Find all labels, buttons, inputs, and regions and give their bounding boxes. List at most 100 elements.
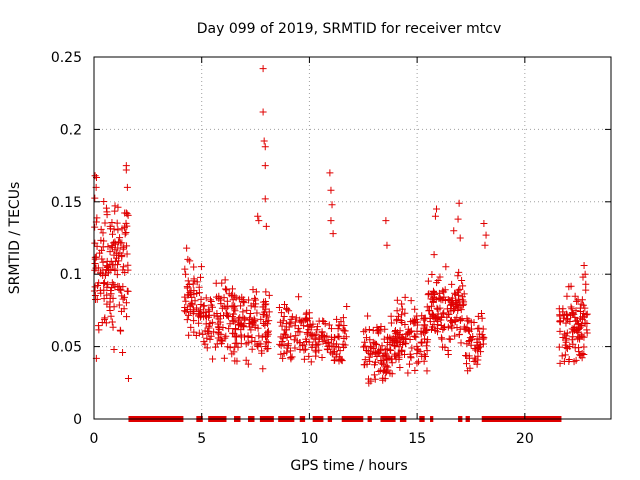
data-point [457, 306, 465, 314]
data-point [379, 352, 387, 360]
data-point [338, 357, 346, 365]
data-point [205, 308, 213, 316]
data-point [193, 289, 201, 297]
data-point [111, 246, 119, 254]
data-point [579, 273, 587, 281]
data-point [460, 298, 468, 306]
data-point [258, 333, 266, 341]
data-point [330, 340, 338, 348]
data-point [423, 303, 431, 311]
data-point [295, 324, 303, 332]
data-point [226, 320, 234, 328]
data-point [337, 318, 345, 326]
data-point [429, 287, 437, 295]
data-point [237, 340, 245, 348]
data-point [183, 244, 191, 252]
data-point [290, 336, 298, 344]
data-point [240, 296, 248, 304]
data-point [455, 268, 463, 276]
data-point [464, 326, 472, 334]
data-point [383, 345, 391, 353]
data-point [454, 215, 462, 223]
data-point [221, 285, 229, 293]
data-point [111, 207, 119, 215]
data-point [117, 307, 125, 315]
data-point [413, 350, 421, 358]
data-point [182, 297, 190, 305]
data-point [101, 314, 109, 322]
data-point [103, 283, 111, 291]
data-point [401, 309, 409, 317]
data-point [254, 324, 262, 332]
data-point [106, 298, 114, 306]
data-point [286, 347, 294, 355]
data-point [233, 357, 241, 365]
data-point [185, 281, 193, 289]
data-point [463, 360, 471, 368]
data-point [219, 337, 227, 345]
data-point [383, 353, 391, 361]
data-point [582, 286, 590, 294]
data-point [432, 296, 440, 304]
data-point [580, 333, 588, 341]
data-point [123, 250, 131, 258]
data-point [261, 143, 269, 151]
data-point [110, 303, 118, 311]
data-point [406, 350, 414, 358]
data-point [420, 315, 428, 323]
data-point [99, 229, 107, 237]
data-point [395, 312, 403, 320]
data-point [123, 313, 131, 321]
data-point [459, 296, 467, 304]
data-point [481, 241, 489, 249]
data-point [190, 263, 198, 271]
data-point [193, 278, 201, 286]
data-point [441, 286, 449, 294]
data-point [98, 246, 106, 254]
data-point [263, 338, 271, 346]
data-point [95, 279, 103, 287]
data-point [222, 332, 230, 340]
data-point [371, 348, 379, 356]
data-point [277, 342, 285, 350]
data-point [303, 315, 311, 323]
data-point [441, 297, 449, 305]
data-point [237, 302, 245, 310]
data-point [413, 345, 421, 353]
data-point [480, 220, 488, 228]
data-point [309, 320, 317, 328]
data-point [223, 311, 231, 319]
data-point [381, 325, 389, 333]
data-point [184, 255, 192, 263]
y-axis-label: SRMTID / TECUs [7, 182, 23, 295]
data-point [251, 294, 259, 302]
data-point [305, 352, 313, 360]
data-point [398, 311, 406, 319]
data-point [398, 305, 406, 313]
data-point [392, 330, 400, 338]
data-point [101, 279, 109, 287]
data-point [568, 305, 576, 313]
data-point [223, 286, 231, 294]
data-point [200, 313, 208, 321]
data-point [402, 340, 410, 348]
data-point [124, 374, 132, 382]
data-point [444, 346, 452, 354]
data-point [227, 291, 235, 299]
data-point [361, 356, 369, 364]
data-point [466, 364, 474, 372]
data-point [192, 332, 200, 340]
data-point [116, 234, 124, 242]
data-point [451, 316, 459, 324]
data-point [263, 313, 271, 321]
data-point [475, 335, 483, 343]
data-point [104, 243, 112, 251]
data-point [195, 319, 203, 327]
data-point [254, 212, 262, 220]
data-point [262, 222, 270, 230]
data-point [443, 313, 451, 321]
data-point [559, 308, 567, 316]
data-point [455, 331, 463, 339]
data-point [465, 317, 473, 325]
